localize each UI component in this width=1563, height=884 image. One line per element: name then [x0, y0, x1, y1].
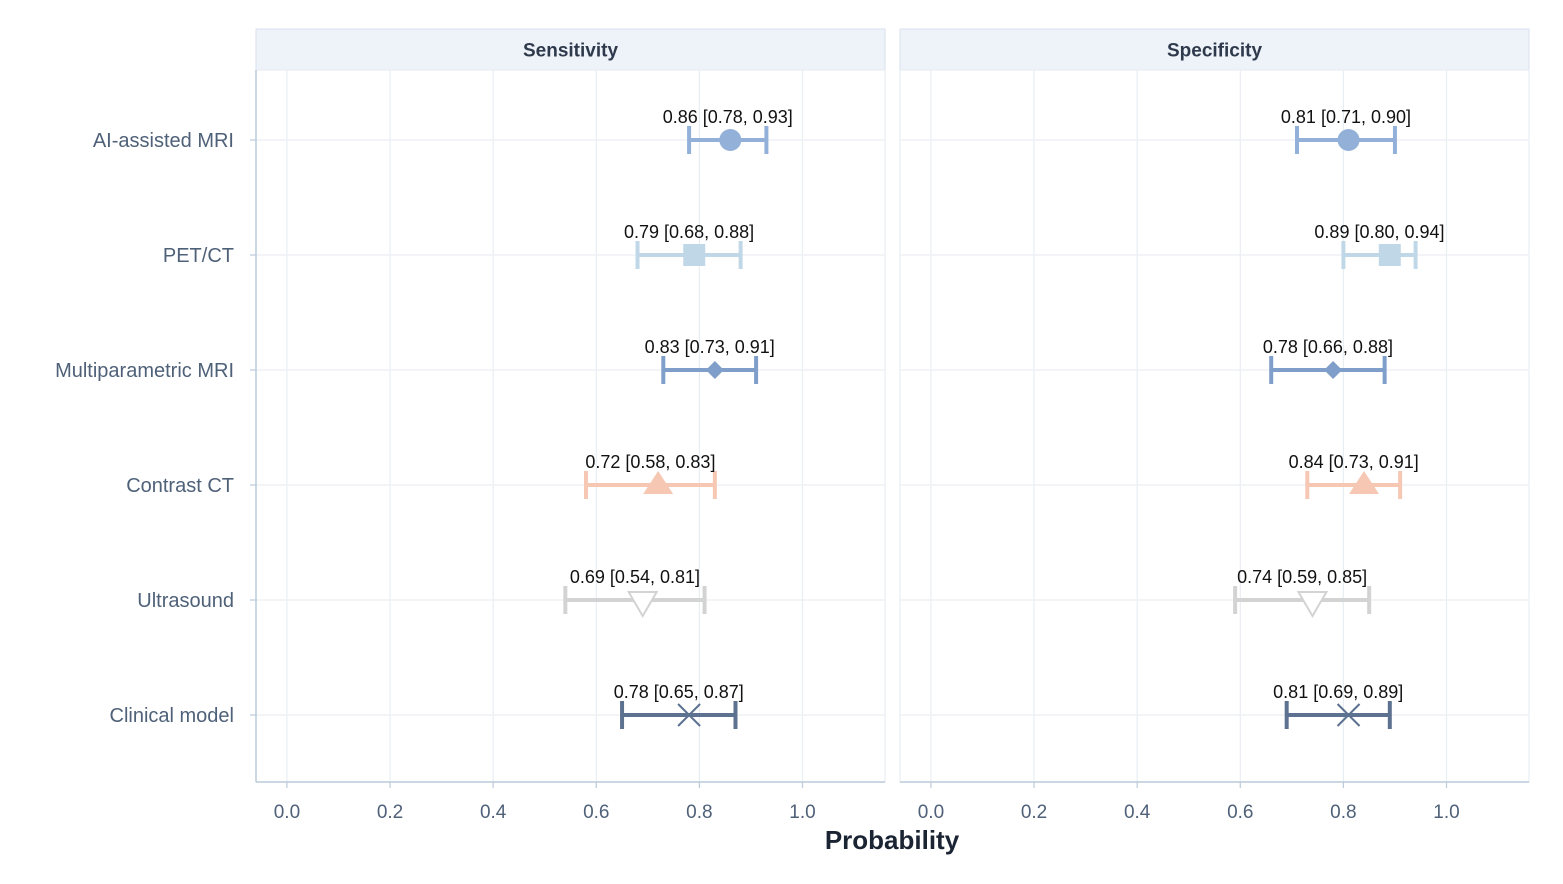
estimate-point: [626, 591, 659, 618]
estimate-point: [1336, 703, 1361, 727]
category-label: Contrast CT: [126, 475, 234, 497]
estimate-label: 0.78 [0.66, 0.88]: [1263, 337, 1393, 357]
x-tick-label: 0.4: [480, 802, 507, 823]
x-tick-label: 0.8: [686, 802, 712, 823]
data-row-3: 0.78 [0.66, 0.88]: [1263, 337, 1393, 384]
estimate-point: [1296, 591, 1329, 618]
facet-strip: [255, 28, 886, 71]
estimate-label: 0.86 [0.78, 0.93]: [663, 107, 793, 127]
data-row-5: 0.69 [0.54, 0.81]: [563, 567, 707, 618]
data-row-2: 0.79 [0.68, 0.88]: [624, 222, 754, 269]
x-tick-label: 0.6: [1227, 802, 1253, 823]
data-row-4: 0.84 [0.73, 0.91]: [1289, 452, 1419, 499]
estimate-label: 0.81 [0.71, 0.90]: [1281, 107, 1411, 127]
x-tick-label: 0.0: [274, 802, 300, 823]
estimate-point: [1337, 129, 1360, 151]
x-tick-label: 1.0: [789, 802, 815, 823]
x-tick-label: 0.0: [918, 802, 944, 823]
estimate-point: [683, 244, 706, 266]
data-row-2: 0.89 [0.80, 0.94]: [1314, 222, 1445, 269]
estimate-label: 0.84 [0.73, 0.91]: [1289, 452, 1419, 472]
estimate-point: [1324, 361, 1343, 379]
estimate-point: [705, 361, 724, 379]
data-row-3: 0.83 [0.73, 0.91]: [645, 337, 775, 384]
x-tick-label: 0.2: [377, 802, 403, 823]
data-row-6: 0.81 [0.69, 0.89]: [1273, 682, 1403, 729]
x-tick-label: 0.6: [583, 802, 609, 823]
estimate-point: [1378, 244, 1401, 266]
x-tick-label: 0.8: [1330, 802, 1356, 823]
panel-background: [899, 69, 1530, 783]
category-label: Multiparametric MRI: [55, 360, 234, 382]
category-label: PET/CT: [163, 245, 234, 267]
data-row-1: 0.81 [0.71, 0.90]: [1281, 107, 1411, 154]
category-label: Clinical model: [110, 705, 235, 727]
data-row-1: 0.86 [0.78, 0.93]: [663, 107, 793, 154]
facet-title: Sensitivity: [523, 41, 618, 62]
facet-panel-specificity: Specificity 0.0 0.2 0.4 0.6 0.8 1.0 0.81 [0.71,…: [899, 28, 1530, 823]
panel-background: [255, 69, 886, 783]
estimate-point: [677, 703, 701, 727]
estimate-label: 0.89 [0.80, 0.94]: [1314, 222, 1444, 242]
estimate-label: 0.81 [0.69, 0.89]: [1273, 682, 1403, 702]
facet-panel-sensitivity: Sensitivity 0.0 0.2 0.4 0.6 0.8 1.0 0.86 [0.78,…: [255, 28, 886, 823]
estimate-label: 0.78 [0.65, 0.87]: [614, 682, 744, 702]
estimate-point: [719, 129, 742, 151]
x-tick-label: 0.4: [1124, 802, 1151, 823]
data-row-4: 0.72 [0.58, 0.83]: [583, 452, 717, 499]
facet-title: Specificity: [1167, 41, 1262, 62]
data-row-6: 0.78 [0.65, 0.87]: [614, 682, 744, 729]
estimate-label: 0.79 [0.68, 0.88]: [624, 222, 754, 242]
facet-strip: [899, 28, 1530, 71]
estimate-label: 0.74 [0.59, 0.85]: [1237, 567, 1367, 587]
estimate-label: 0.72 [0.58, 0.83]: [585, 452, 715, 472]
estimate-point: [643, 471, 674, 494]
estimate-point: [1349, 471, 1380, 494]
x-tick-label: 1.0: [1433, 802, 1459, 823]
estimate-label: 0.69 [0.54, 0.81]: [570, 567, 700, 587]
category-label: AI-assisted MRI: [93, 130, 234, 152]
x-tick-label: 0.2: [1021, 802, 1047, 823]
category-label: Ultrasound: [137, 590, 234, 612]
x-axis-title: Probability: [825, 825, 960, 855]
data-row-5: 0.74 [0.59, 0.85]: [1233, 567, 1372, 618]
estimate-label: 0.83 [0.73, 0.91]: [645, 337, 775, 357]
